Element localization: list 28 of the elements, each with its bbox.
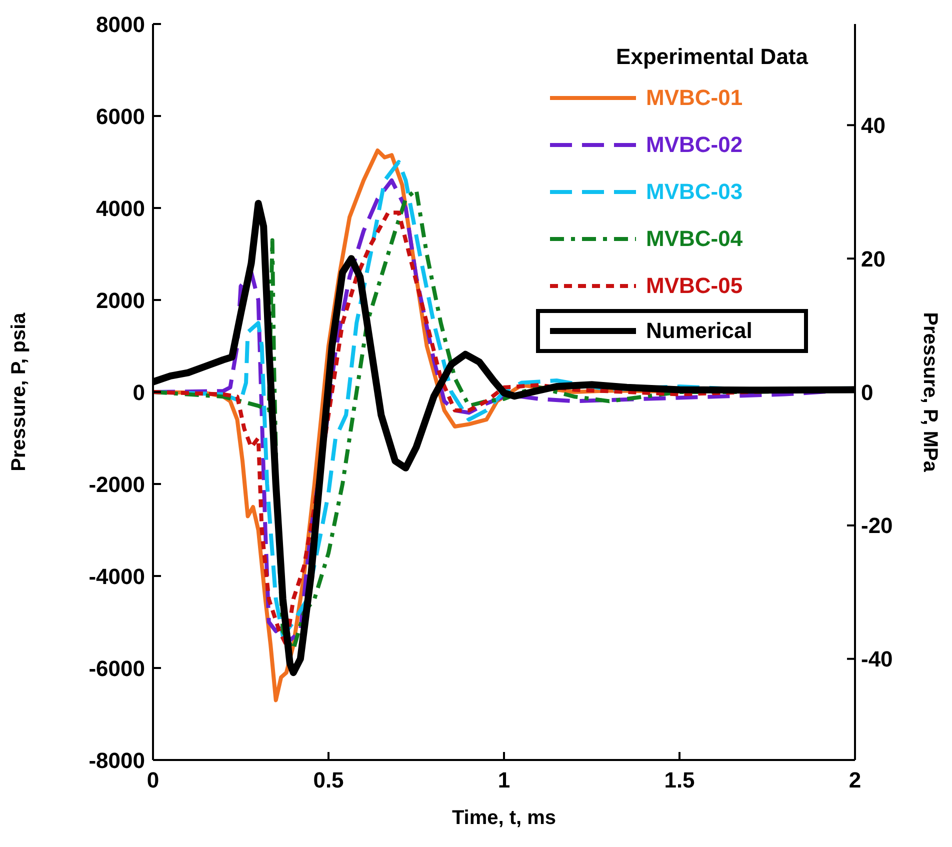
y-axis-title: Pressure, P, psia [8,312,30,472]
legend-title: Experimental Data [615,44,808,70]
y2-tick-label: 40 [861,112,886,138]
y-tick-label: -8000 [88,748,145,773]
y-tick-label: 2000 [96,288,145,313]
legend-label: MVBC-01 [646,84,744,110]
legend-label: MVBC-03 [646,178,744,204]
x-tick-label: 1 [498,768,510,793]
y2-tick-label: 0 [861,380,874,405]
y2-tick-label: 20 [861,246,886,272]
y-tick-label: -6000 [88,656,145,681]
y-tick-label: -4000 [88,564,145,589]
legend-label: MVBC-05 [646,272,744,298]
y2-tick-label: -40 [861,646,893,672]
x-tick-label: 2 [848,768,862,793]
y2-tick-label: -20 [861,513,893,538]
legend-label: MVBC-04 [646,226,744,252]
x-tick-label: 0.5 [313,768,344,793]
y-tick-label: 0 [132,380,145,405]
x-axis-title: Time, t, ms [452,807,556,829]
x-tick-label: 1.5 [664,768,695,793]
legend-label: Numerical [646,318,754,344]
y-tick-label: -2000 [88,472,145,497]
y-tick-label: 8000 [96,12,145,37]
y2-axis-title: Pressure, P, MPa [918,312,941,473]
y-tick-label: 4000 [96,196,145,221]
y-tick-label: 6000 [96,104,145,129]
legend-label: MVBC-02 [646,132,744,158]
